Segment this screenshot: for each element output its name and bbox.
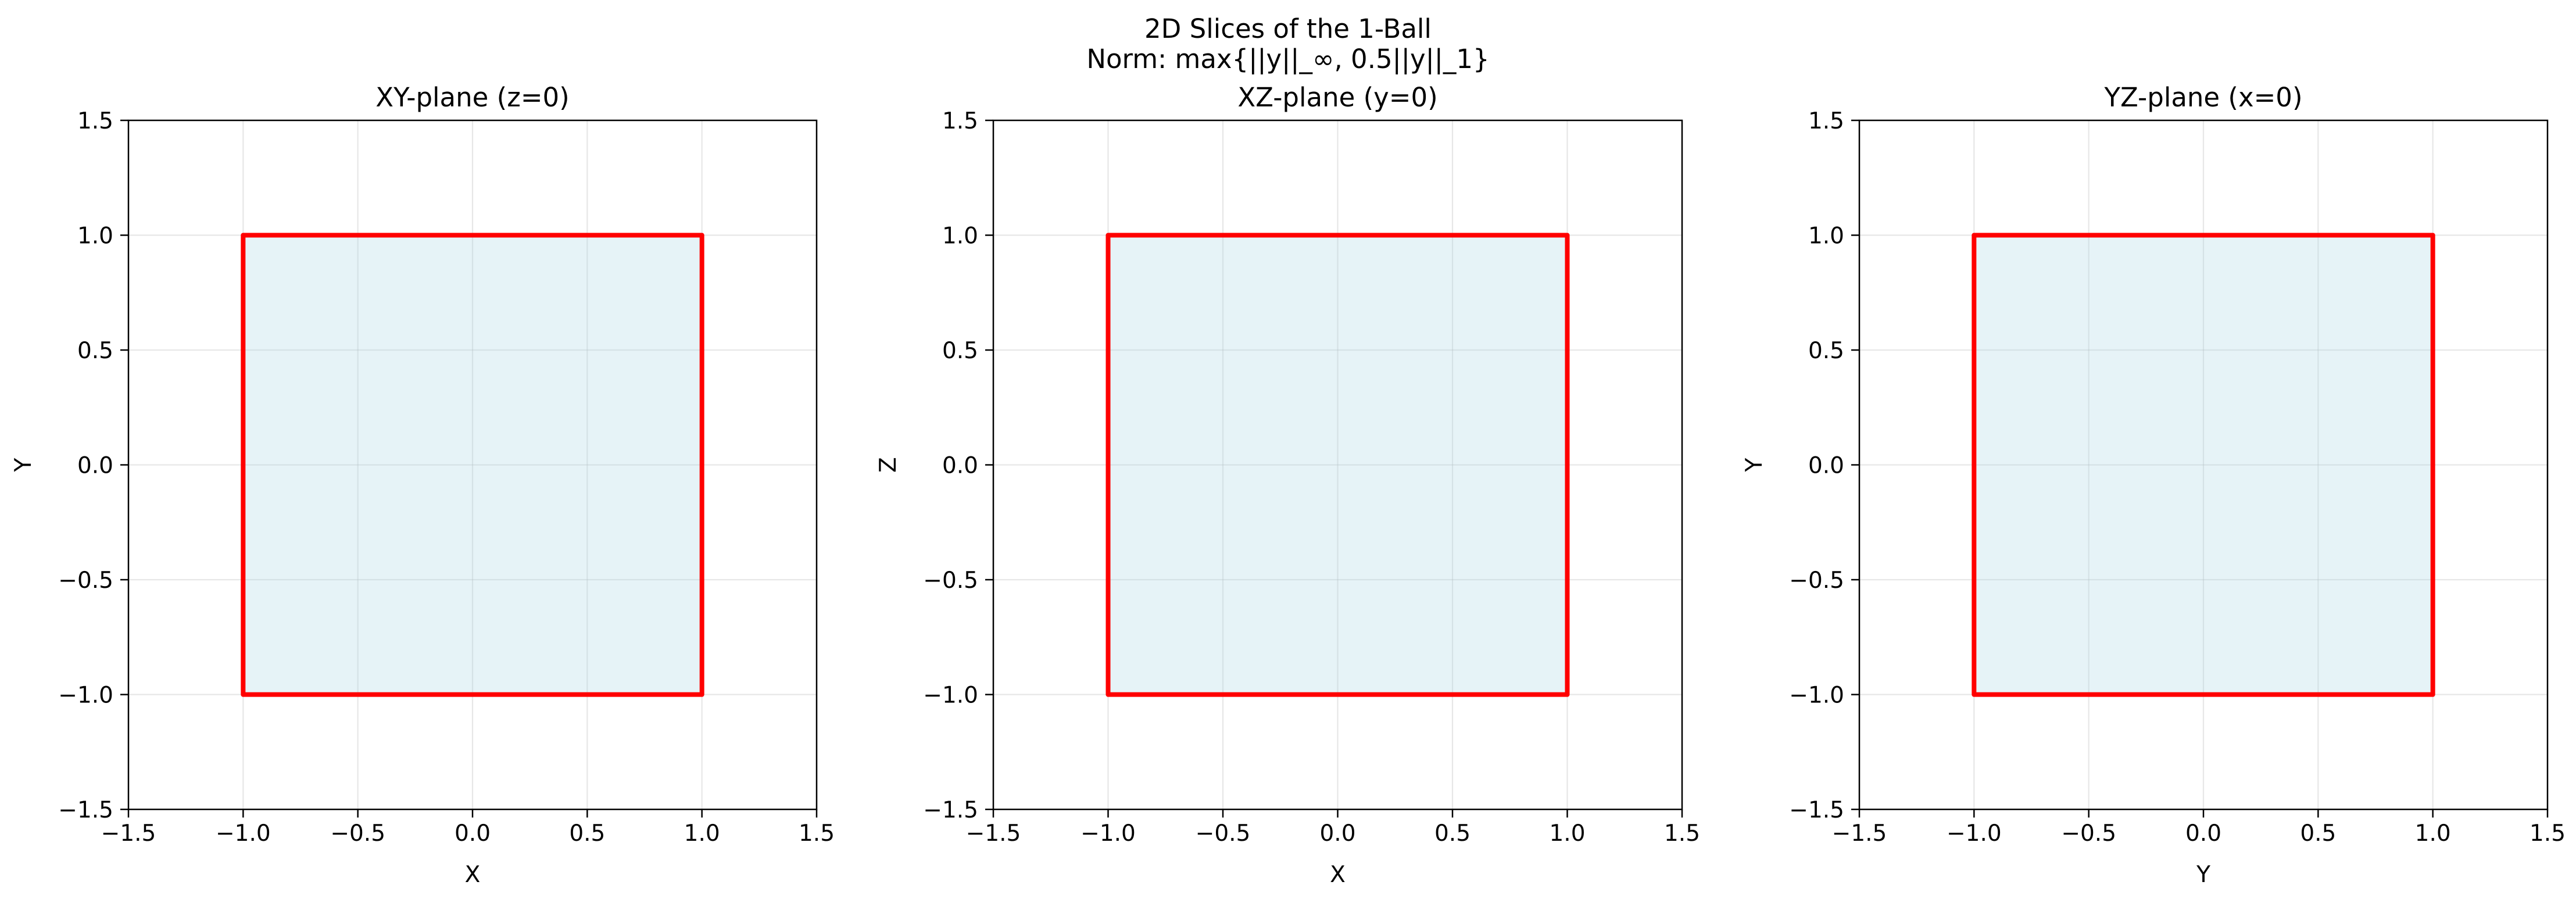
y-tick-label: −1.0 — [923, 683, 978, 709]
y-tick-label: 1.0 — [942, 223, 978, 249]
x-axis-label: X — [1330, 862, 1346, 888]
figure-subtitle: Norm: max{||y||_∞, 0.5||y||_1} — [1086, 44, 1490, 74]
y-tick-label: −1.0 — [58, 683, 113, 709]
x-tick-label: −1.5 — [1832, 820, 1887, 847]
y-tick-label: 1.0 — [1808, 223, 1844, 249]
y-tick-label: −1.0 — [1789, 683, 1844, 709]
figure-title: 2D Slices of the 1-Ball — [1144, 13, 1432, 44]
y-tick-label: 0.5 — [1808, 338, 1844, 364]
x-tick-label: 0.0 — [455, 820, 491, 847]
x-tick-label: 0.5 — [2300, 820, 2336, 847]
x-tick-label: −0.5 — [2061, 820, 2116, 847]
y-axis-label: Y — [1741, 458, 1768, 472]
x-tick-label: −0.5 — [330, 820, 385, 847]
ball-region-fill — [1108, 235, 1568, 695]
x-tick-label: 0.0 — [1319, 820, 1355, 847]
y-tick-label: −1.5 — [58, 797, 113, 823]
ball-region-fill — [1974, 235, 2433, 695]
y-tick-label: 0.0 — [77, 453, 113, 479]
y-axis-label: Z — [875, 457, 901, 473]
x-tick-label: −1.5 — [966, 820, 1021, 847]
x-tick-label: −0.5 — [1196, 820, 1251, 847]
panel-title: XZ-plane (y=0) — [1237, 82, 1437, 113]
panel-title: YZ-plane (x=0) — [2104, 82, 2303, 113]
x-tick-label: −1.5 — [101, 820, 156, 847]
x-axis-label: X — [465, 862, 481, 888]
y-tick-label: 1.5 — [942, 108, 978, 134]
x-tick-label: −1.0 — [1081, 820, 1136, 847]
y-tick-label: 0.0 — [1808, 453, 1844, 479]
y-tick-label: 0.0 — [942, 453, 978, 479]
panel-title: XY-plane (z=0) — [375, 82, 569, 113]
x-tick-label: 1.0 — [2415, 820, 2451, 847]
x-tick-label: 1.5 — [2530, 820, 2566, 847]
x-axis-label: Y — [2196, 862, 2210, 888]
y-tick-label: 0.5 — [942, 338, 978, 364]
x-tick-label: −1.0 — [216, 820, 271, 847]
x-tick-label: 0.0 — [2185, 820, 2221, 847]
ball-region-outline — [1105, 233, 1570, 697]
y-tick-label: −1.5 — [923, 797, 978, 823]
y-tick-label: 1.0 — [77, 223, 113, 249]
x-tick-label: 0.5 — [1434, 820, 1471, 847]
y-tick-label: −0.5 — [58, 568, 113, 594]
y-tick-label: −1.5 — [1789, 797, 1844, 823]
y-tick-label: −0.5 — [1789, 568, 1844, 594]
y-tick-label: 1.5 — [1808, 108, 1844, 134]
x-tick-label: 1.0 — [1549, 820, 1585, 847]
x-tick-label: −1.0 — [1947, 820, 2002, 847]
y-tick-label: 1.5 — [77, 108, 113, 134]
ball-region-outline — [241, 233, 704, 697]
ball-region-fill — [243, 235, 702, 695]
x-tick-label: 1.5 — [1664, 820, 1700, 847]
x-tick-label: 0.5 — [569, 820, 605, 847]
y-axis-label: Y — [10, 458, 37, 472]
y-tick-label: −0.5 — [923, 568, 978, 594]
x-tick-label: 1.5 — [799, 820, 835, 847]
x-tick-label: 1.0 — [684, 820, 720, 847]
y-tick-label: 0.5 — [77, 338, 113, 364]
ball-region-outline — [1972, 233, 2435, 697]
